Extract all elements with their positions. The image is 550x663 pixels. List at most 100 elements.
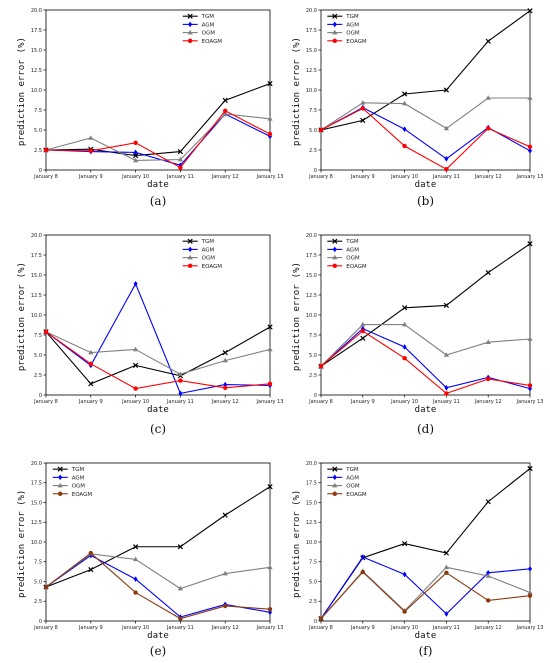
data-point-ogm: [267, 116, 273, 121]
x-tick-label: January 8: [308, 625, 333, 631]
data-point-ogm: [88, 349, 94, 355]
legend-marker: [187, 38, 193, 43]
legend-label: TGM: [345, 239, 359, 245]
y-tick-label: 7.5: [34, 108, 42, 114]
y-tick-label: 20.0: [31, 233, 42, 239]
series-agm: [319, 554, 532, 622]
x-tick-label: January 8: [33, 625, 58, 631]
data-point-agm: [402, 344, 407, 350]
data-point-eoagm: [223, 603, 228, 609]
data-point-agm: [133, 149, 138, 156]
chart-panel-e: 0 2.5 5.0 7.5 10.0 12.5 15.0 17.5 20.0 January 8 J…: [17, 461, 283, 658]
y-tick-label: 15.0: [306, 500, 317, 506]
x-tick-label: January 10: [121, 399, 149, 405]
legend-marker: [58, 491, 63, 496]
legend-marker: [58, 474, 63, 481]
y-tick-label: 5.0: [309, 128, 317, 134]
series-line-agm: [45, 282, 271, 395]
data-point-tgm: [132, 152, 139, 159]
y-tick-label: 2.5: [309, 599, 317, 605]
data-point-ogm: [360, 321, 366, 327]
series-tgm: [43, 80, 273, 159]
y-axis-unit: (%): [17, 262, 27, 278]
y-tick-label: 10.0: [31, 540, 42, 546]
y-tick-label: 0: [39, 619, 42, 625]
data-point-agm: [528, 385, 532, 392]
y-tick-label: 15.0: [306, 273, 317, 279]
data-point-ogm: [402, 100, 408, 106]
data-point-eoagm: [486, 598, 491, 603]
chart-panel-f: 0 2.5 5.0 7.5 10.0 12.5 15.0 17.5 20.0 January 8 J…: [292, 461, 543, 658]
legend-marker: [332, 246, 337, 253]
y-tick-label: 7.5: [34, 560, 42, 566]
x-tick-label: January 9: [78, 174, 103, 180]
legend-label: TGM: [345, 467, 359, 473]
legend-label: OGM: [346, 256, 360, 262]
x-tick-label: January 12: [211, 174, 239, 180]
y-tick-label: 20.0: [306, 233, 317, 239]
data-point-ogm: [485, 573, 491, 578]
y-tick-label: 2.5: [34, 148, 42, 154]
data-point-eoagm: [267, 381, 273, 386]
series-line-eoagm: [45, 110, 271, 169]
chart-panel-d: 0 2.5 5.0 7.5 10.0 12.5 15.0 17.5 20.0 January 8 J…: [292, 233, 543, 436]
data-point-tgm: [132, 544, 139, 550]
x-tick-label: January 10: [121, 625, 149, 631]
x-tick-label: January 13: [516, 625, 544, 631]
data-point-eoagm: [486, 126, 491, 131]
data-point-agm: [402, 571, 407, 578]
data-point-eoagm: [133, 386, 138, 391]
y-tick-label: 17.5: [306, 481, 317, 487]
series-line-ogm: [45, 331, 271, 375]
y-tick-label: 15.0: [31, 273, 42, 279]
x-axis-title: date: [415, 180, 437, 190]
x-tick-label: January 10: [121, 174, 149, 180]
legend-label: AGM: [202, 247, 215, 253]
series-agm: [44, 281, 272, 397]
y-axis-title: prediction error: [17, 284, 27, 371]
x-tick-label: January 11: [432, 399, 460, 405]
data-point-agm: [444, 156, 449, 162]
legend-label: OGM: [202, 256, 216, 262]
series-line-eoagm: [320, 107, 531, 170]
x-tick-label: January 11: [166, 399, 194, 405]
panel-caption: (f): [419, 644, 433, 658]
x-axis-title: date: [415, 631, 437, 641]
x-axis-title: date: [147, 180, 169, 190]
y-tick-label: 2.5: [309, 148, 317, 154]
legend-label: AGM: [202, 22, 215, 28]
data-point-eoagm: [402, 143, 407, 149]
y-tick-label: 10.0: [306, 313, 317, 319]
data-point-agm: [133, 281, 138, 287]
x-tick-label: January 12: [474, 625, 502, 631]
data-point-tgm: [222, 97, 228, 104]
legend-marker: [332, 466, 338, 472]
data-point-tgm: [360, 335, 366, 341]
data-point-tgm: [360, 117, 366, 124]
data-point-ogm: [88, 135, 94, 140]
x-tick-label: January 10: [390, 625, 418, 631]
x-axis-title: date: [147, 405, 169, 415]
panel-caption: (e): [150, 644, 166, 658]
legend-label: OGM: [72, 484, 86, 490]
y-tick-label: 5.0: [34, 128, 42, 134]
data-point-ogm: [222, 570, 228, 576]
data-point-tgm: [222, 512, 228, 518]
y-tick-label: 7.5: [34, 333, 42, 339]
series-line-ogm: [320, 97, 530, 131]
x-tick-label: January 8: [308, 174, 333, 180]
legend-marker: [332, 254, 338, 260]
legend-marker: [188, 21, 193, 28]
chart-panel-c: 0 2.5 5.0 7.5 10.0 12.5 15.0 17.5 20.0 January 8 J…: [17, 233, 283, 436]
data-point-tgm: [485, 499, 491, 505]
x-tick-label: January 9: [350, 625, 375, 631]
y-tick-label: 12.5: [306, 293, 317, 299]
series-ogm: [43, 551, 273, 591]
legend-label: OGM: [202, 31, 216, 37]
data-point-agm: [486, 570, 491, 576]
legend-label: OGM: [346, 484, 360, 490]
legend-label: EOAGM: [346, 492, 367, 498]
data-point-eoagm: [88, 361, 94, 366]
data-point-eoagm: [360, 106, 365, 111]
